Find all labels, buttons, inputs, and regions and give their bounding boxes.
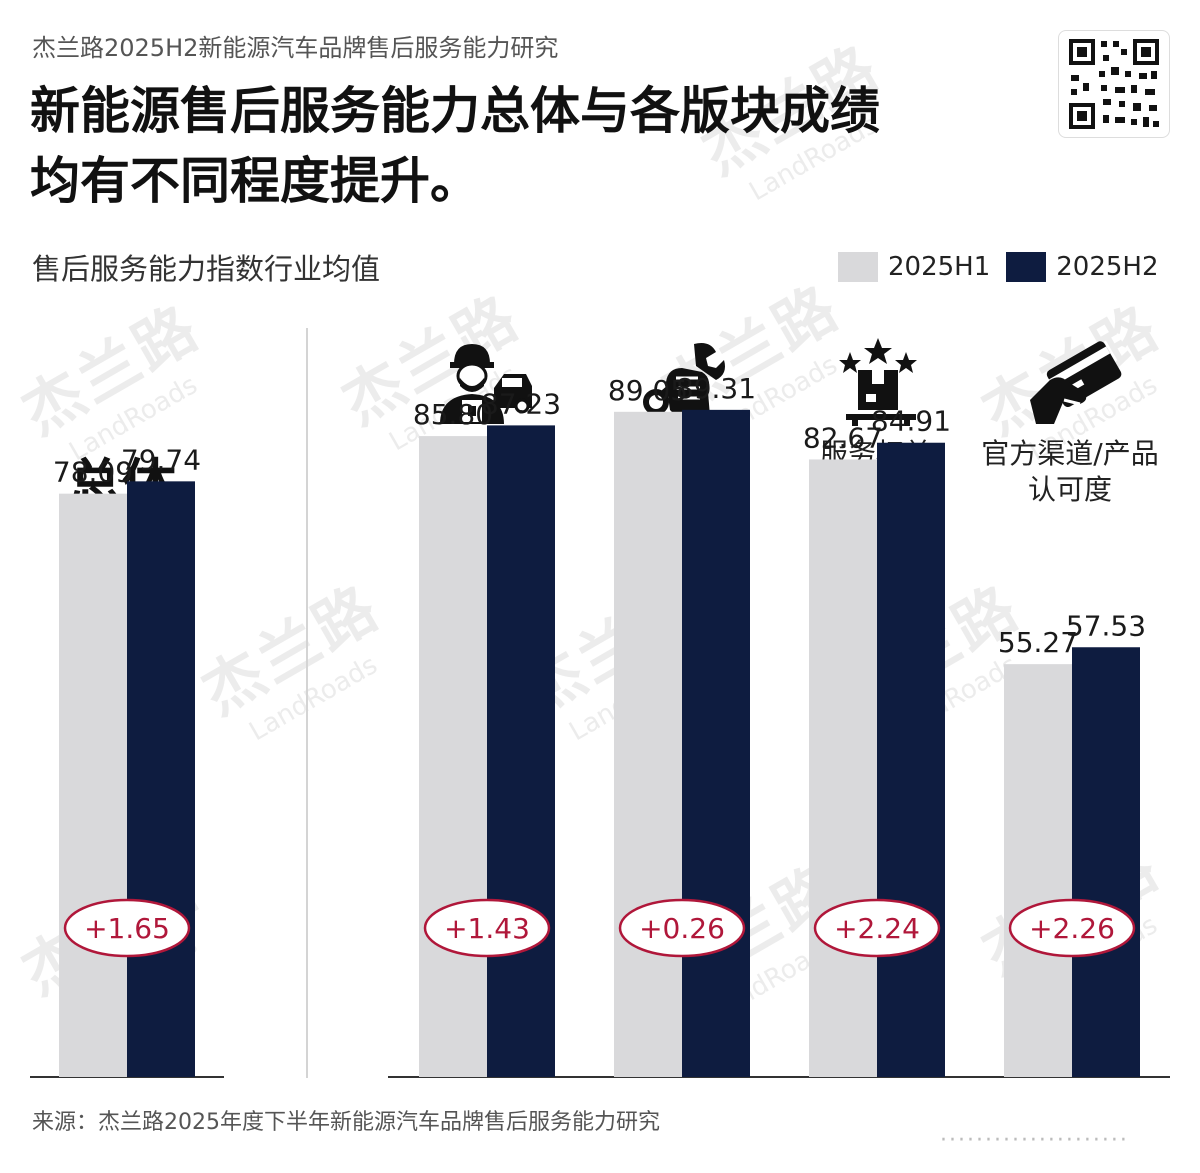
bar-h2	[1072, 647, 1140, 1077]
category-label: 官方渠道/产品 认可度	[981, 437, 1159, 506]
group-divider	[306, 328, 308, 1078]
delta-badge	[63, 898, 191, 958]
bar-h2	[682, 409, 750, 1077]
legend-item-h2: 2025H2	[1006, 252, 1159, 282]
delta-label: +2.24	[834, 912, 920, 945]
data-label-h1: 89.05	[608, 374, 688, 407]
bar-h2	[127, 481, 195, 1078]
delta-badge	[423, 898, 551, 958]
data-label-h2: 87.23	[481, 387, 561, 420]
bar-h2	[877, 442, 945, 1077]
bar-h2	[487, 425, 555, 1077]
delta-badge	[1008, 898, 1136, 958]
data-label-h2: 79.74	[121, 443, 201, 476]
legend-swatch-h2	[1006, 252, 1047, 282]
legend-item-h1: 2025H1	[838, 252, 990, 282]
bar-h1	[614, 411, 682, 1077]
qr-code-icon	[1058, 30, 1170, 138]
data-label-h2: 57.53	[1066, 609, 1146, 642]
delta-badge	[618, 898, 746, 958]
legend-label-h1: 2025H1	[888, 252, 991, 282]
data-label-h1: 55.27	[998, 626, 1078, 659]
footer-marks: ·····················	[940, 1128, 1129, 1153]
report-subtitle: 杰兰路2025H2新能源汽车品牌售后服务能力研究	[32, 34, 559, 62]
data-label-h1: 78.09	[53, 456, 133, 489]
stars-box-icon	[832, 336, 932, 426]
card-hand-icon	[1024, 340, 1124, 430]
title-line-1: 新能源售后服务能力总体与各版块成绩	[30, 82, 880, 140]
data-label-h1: 85.80	[413, 398, 493, 431]
bar-h1	[59, 493, 127, 1077]
chart-legend: 2025H1 2025H2	[838, 252, 1175, 282]
bar-h1	[1004, 664, 1072, 1077]
delta-label: +1.65	[84, 912, 170, 945]
data-label-h1: 82.67	[803, 421, 883, 454]
title-line-2: 均有不同程度提升。	[30, 152, 480, 210]
page-title: 新能源售后服务能力总体与各版块成绩 均有不同程度提升。	[30, 76, 1040, 216]
legend-swatch-h1	[838, 252, 878, 282]
source-note: 来源：杰兰路2025年度下半年新能源汽车品牌售后服务能力研究	[32, 1110, 660, 1135]
data-label-h2: 89.31	[676, 372, 756, 405]
mechanic-icon	[434, 338, 534, 428]
delta-badge	[813, 898, 941, 958]
delta-label: +0.26	[639, 912, 725, 945]
bar-h1	[809, 459, 877, 1078]
delta-label: +1.43	[444, 912, 530, 945]
chart-subtitle: 售后服务能力指数行业均值	[32, 252, 381, 286]
bar-h1	[419, 436, 487, 1078]
delta-label: +2.26	[1029, 912, 1115, 945]
wrench-hand-icon	[636, 338, 736, 428]
legend-label-h2: 2025H2	[1056, 252, 1159, 282]
data-label-h2: 84.91	[871, 405, 951, 438]
